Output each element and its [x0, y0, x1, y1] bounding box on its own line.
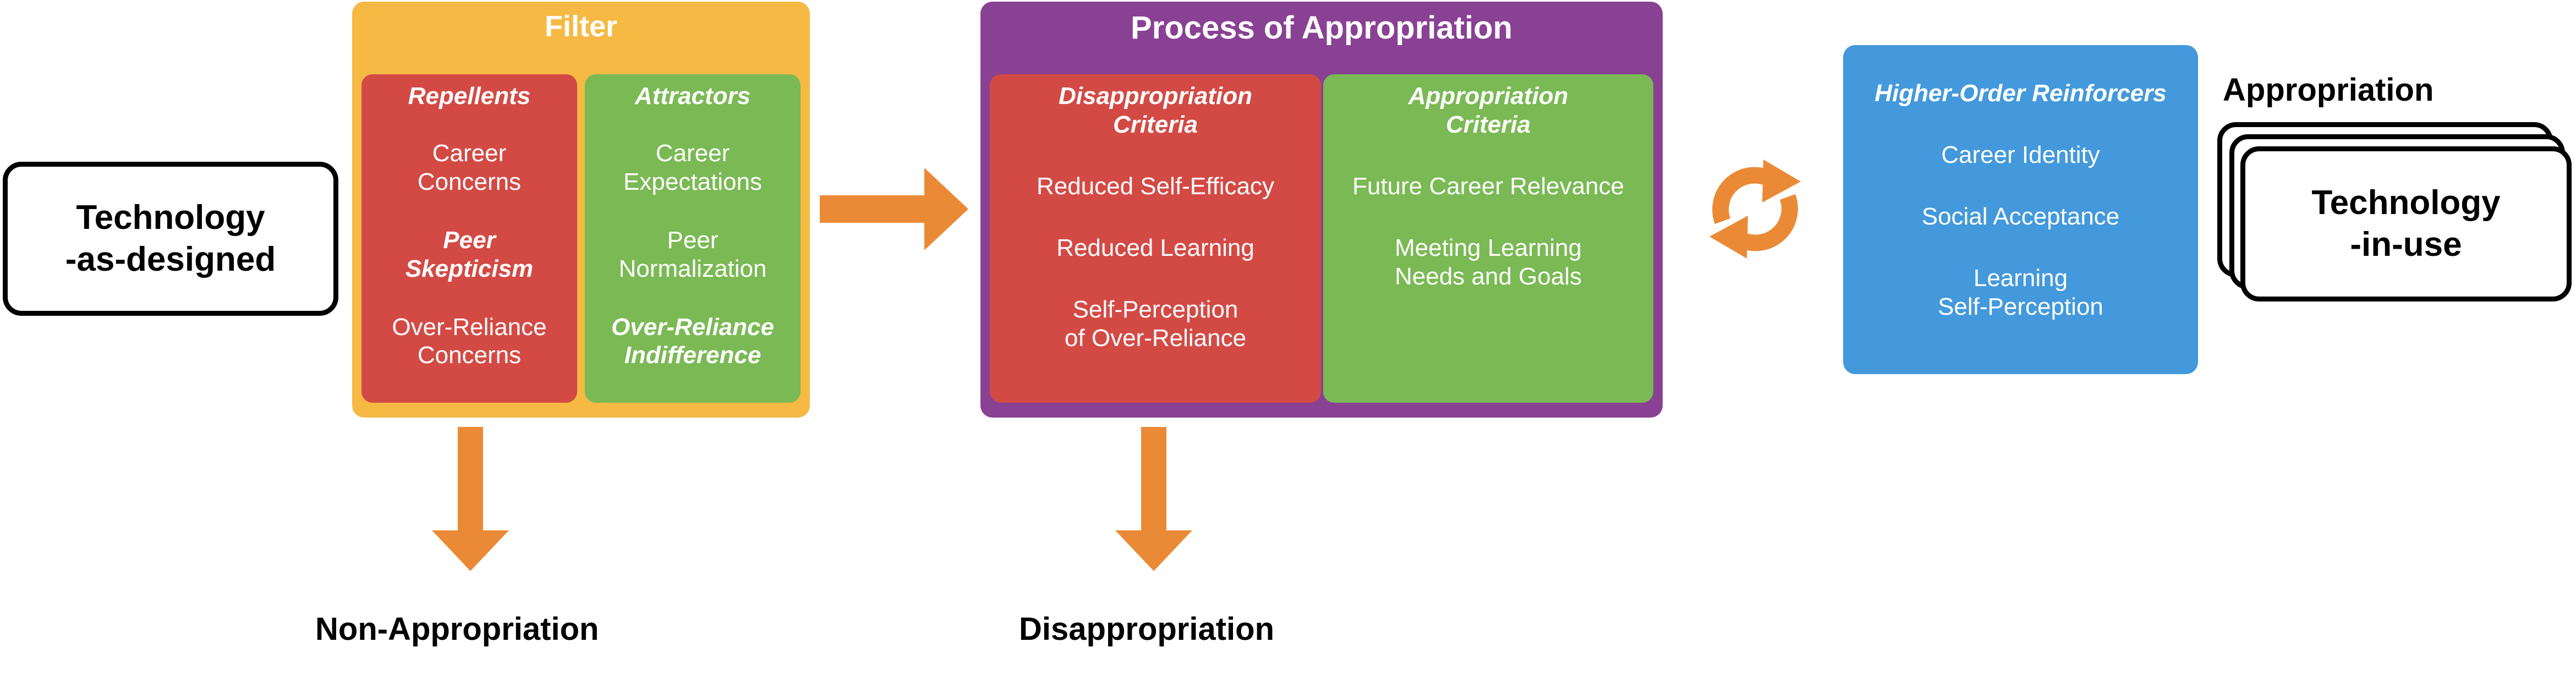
- filter-panel: Filter Repellents Career Concerns Peer Sk…: [352, 2, 810, 418]
- higher-order-reinforcers-box: Higher-Order Reinforcers Career Identity…: [1843, 45, 2198, 374]
- appropriation-criteria-box: Appropriation Criteria Future Career Rel…: [1323, 74, 1653, 403]
- list-item: Reduced Self-Efficacy: [1036, 172, 1275, 200]
- appropriation-label: Appropriation: [2223, 72, 2434, 108]
- list-item: Self-Perception of Over-Reliance: [1064, 295, 1247, 352]
- list-item: Career Concerns: [417, 139, 522, 195]
- list-item: Future Career Relevance: [1352, 172, 1624, 200]
- non-appropriation-label: Non-Appropriation: [315, 611, 599, 647]
- list-item: Over-Reliance Concerns: [392, 313, 547, 369]
- attractors-heading: Attractors: [634, 83, 751, 109]
- list-item: Peer Skepticism: [405, 226, 534, 282]
- list-item: Career Identity: [1941, 141, 2100, 168]
- reinforcers-list: Career Identity Social Acceptance Learning…: [1922, 141, 2120, 321]
- higher-order-reinforcers-heading: Higher-Order Reinforcers: [1875, 80, 2167, 107]
- appropriation-criteria-heading: Appropriation Criteria: [1408, 83, 1569, 138]
- repellents-box: Repellents Career Concerns Peer Skepticis…: [361, 74, 577, 403]
- arrow-to-disappropriation: [1115, 427, 1192, 571]
- technology-as-designed-box: Technology -as-designed: [3, 162, 338, 316]
- disappropriation-criteria-box: Disappropriation Criteria Reduced Self-E…: [990, 74, 1321, 403]
- process-panel: Process of Appropriation Disappropriatio…: [980, 2, 1663, 418]
- list-item: Social Acceptance: [1921, 202, 2120, 230]
- technology-in-use-box: Technology -in-use: [2240, 146, 2572, 301]
- arrow-filter-to-process: [820, 168, 968, 250]
- list-item: Over-Reliance Indifference: [611, 313, 774, 369]
- technology-in-use-label: Technology -in-use: [2311, 184, 2501, 264]
- process-title: Process of Appropriation: [1131, 10, 1512, 46]
- disappropriation-criteria-heading: Disappropriation Criteria: [1058, 83, 1253, 138]
- appropriation-criteria-list: Future Career Relevance Meeting Learning …: [1352, 172, 1624, 291]
- cycle-arrows-icon: [1709, 160, 1801, 259]
- repellents-heading: Repellents: [408, 83, 531, 109]
- technology-as-designed-label: Technology -as-designed: [65, 199, 276, 278]
- disappropriation-label: Disappropriation: [1019, 611, 1275, 647]
- disappropriation-criteria-list: Reduced Self-Efficacy Reduced Learning Sel…: [1037, 172, 1274, 353]
- list-item: Peer Normalization: [618, 226, 767, 282]
- arrow-to-non-appropriation: [432, 427, 509, 571]
- filter-title: Filter: [544, 10, 618, 43]
- list-item: Meeting Learning Needs and Goals: [1394, 234, 1582, 290]
- list-item: Learning Self-Perception: [1938, 264, 2103, 320]
- list-item: Career Expectations: [623, 139, 762, 195]
- repellents-list: Career Concerns Peer Skepticism Over-Relia…: [392, 139, 546, 370]
- list-item: Reduced Learning: [1056, 234, 1254, 261]
- attractors-box: Attractors Career Expectations Peer Norma…: [585, 74, 801, 403]
- attractors-list: Career Expectations Peer Normalization Ove…: [611, 139, 774, 370]
